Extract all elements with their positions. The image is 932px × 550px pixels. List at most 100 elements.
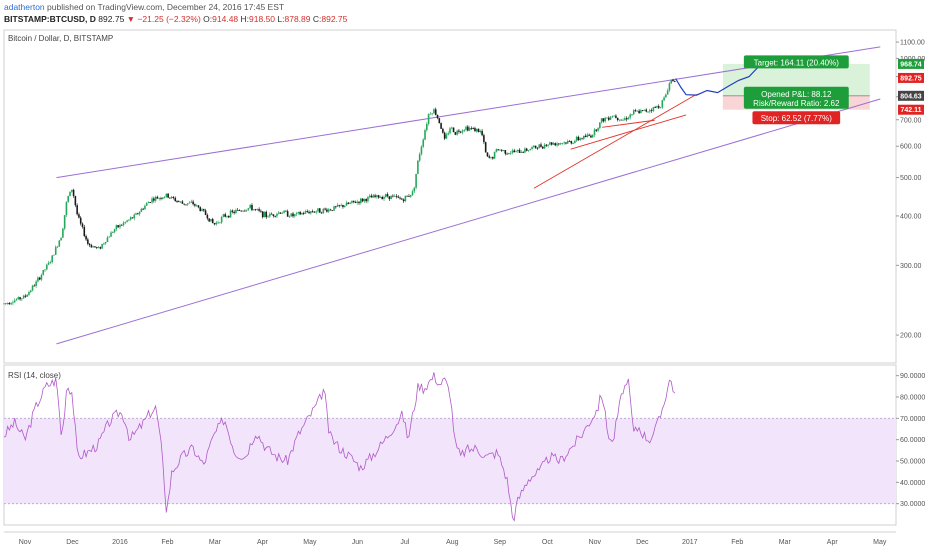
candle-body (161, 197, 164, 199)
candle-body (85, 236, 87, 240)
rsi-tick-label: 30.0000 (900, 501, 925, 508)
target-price-tag-text: 968.74 (900, 61, 922, 68)
pnl-label-box-text: Risk/Reward Ratio: 2.62 (753, 99, 840, 108)
candle-body (70, 189, 73, 192)
candle-body (499, 149, 501, 151)
candle-body (492, 157, 494, 159)
candle-body (345, 202, 348, 206)
candle-body (10, 303, 12, 305)
low-value: 878.89 (284, 14, 311, 24)
candle-body (47, 262, 50, 265)
candle-body (235, 209, 237, 214)
candle-body (502, 150, 505, 151)
candle-body (92, 246, 94, 248)
candle-body (101, 243, 103, 249)
candle-body (72, 189, 75, 196)
candle-body (188, 202, 191, 204)
candle-body (260, 210, 262, 212)
close-label: C: (312, 14, 322, 24)
candle-body (454, 132, 457, 135)
candle-body (192, 201, 194, 205)
trend-line[interactable] (570, 114, 687, 150)
candle-body (513, 150, 516, 153)
candle-body (456, 130, 458, 135)
candle-body (516, 149, 519, 152)
candle-body (559, 143, 562, 145)
candle-body (393, 195, 396, 197)
time-tick-label: Nov (589, 539, 602, 546)
candle-body (426, 123, 428, 131)
candle-body (540, 144, 542, 147)
candle-body (281, 212, 284, 214)
candle-body (368, 195, 371, 198)
candle-body (329, 209, 332, 211)
candle-body (356, 201, 359, 203)
trend-line[interactable] (533, 93, 697, 189)
candle-body (242, 210, 244, 212)
candle-body (199, 207, 202, 212)
candle-body (65, 201, 68, 216)
candle-body (556, 143, 558, 146)
author-link[interactable]: adatherton (4, 2, 45, 12)
candle-body (640, 110, 642, 114)
candle-body (320, 212, 323, 214)
candle-body (420, 146, 423, 155)
candle-body (574, 140, 576, 143)
candle-body (663, 97, 665, 101)
channel-lower-line[interactable] (56, 98, 881, 345)
candle-body (401, 198, 403, 200)
last-price: 892.75 (98, 14, 125, 24)
candle-body (279, 212, 282, 214)
candle-body (224, 214, 227, 217)
candle-body (245, 209, 248, 211)
candle-body (165, 193, 168, 198)
candle-body (110, 232, 112, 237)
candle-body (313, 211, 316, 213)
candle-body (297, 212, 300, 214)
candle-body (147, 202, 150, 204)
candle-body (254, 209, 257, 211)
candle-body (285, 210, 287, 212)
candle-body (160, 198, 162, 200)
time-tick-label: Apr (827, 539, 839, 546)
publish-text: published on TradingView.com, December 2… (47, 2, 285, 12)
candle-body (409, 194, 412, 197)
candle-body (477, 128, 480, 132)
candle-body (500, 149, 503, 151)
candle-body (602, 118, 605, 122)
candle-body (358, 201, 360, 204)
candle-body (631, 114, 633, 116)
time-tick-label: 2017 (682, 539, 698, 546)
candle-body (584, 135, 587, 138)
open-value: 914.48 (212, 14, 239, 24)
candle-body (231, 210, 234, 212)
candle-body (450, 127, 453, 129)
candle-body (318, 208, 321, 213)
trend-line[interactable] (602, 119, 655, 128)
candle-body (447, 133, 450, 135)
candle-body (276, 213, 278, 217)
candle-body (363, 198, 366, 202)
candle-body (558, 143, 560, 145)
candle-body (406, 195, 408, 197)
open-label: O: (203, 14, 213, 24)
high-label: H: (240, 14, 250, 24)
candle-body (233, 211, 235, 214)
candle-body (38, 277, 41, 280)
rsi-tick-label: 70.0000 (900, 416, 925, 423)
candle-body (331, 210, 334, 212)
candle-body (459, 131, 462, 133)
price-tick-label: 1100.00 (900, 40, 925, 47)
rsi-pane-title: RSI (14, close) (8, 371, 61, 380)
candle-body (599, 122, 601, 129)
candle-body (292, 213, 294, 217)
candle-body (417, 160, 419, 174)
time-tick-label: Oct (542, 539, 553, 546)
time-tick-label: Mar (209, 539, 222, 546)
candle-body (376, 195, 378, 197)
channel-upper-line[interactable] (56, 46, 881, 179)
candle-body (174, 198, 177, 202)
candle-body (283, 210, 285, 213)
symbol-name[interactable]: BITSTAMP:BTCUSD, D (4, 14, 96, 24)
